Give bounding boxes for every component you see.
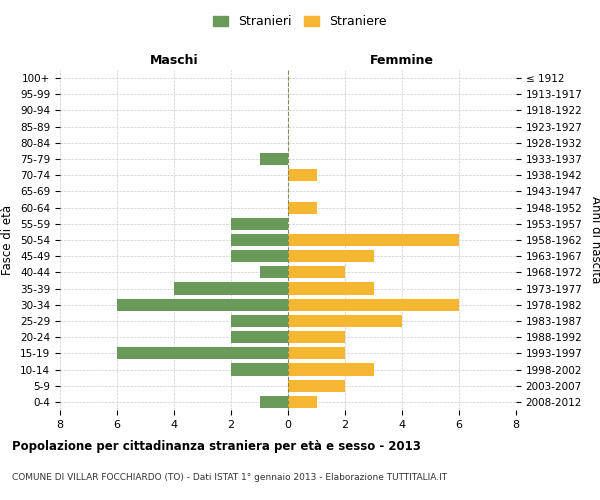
Bar <box>288 380 345 392</box>
Text: Maschi: Maschi <box>149 54 199 67</box>
Bar <box>117 348 288 360</box>
Y-axis label: Anni di nascita: Anni di nascita <box>589 196 600 284</box>
Bar <box>231 331 288 343</box>
Bar <box>231 218 288 230</box>
Bar <box>288 234 459 246</box>
Bar <box>288 364 373 376</box>
Bar <box>288 348 345 360</box>
Bar <box>288 266 345 278</box>
Bar <box>231 364 288 376</box>
Legend: Stranieri, Straniere: Stranieri, Straniere <box>209 11 391 32</box>
Bar <box>231 315 288 327</box>
Y-axis label: Fasce di età: Fasce di età <box>1 205 14 275</box>
Bar <box>288 282 373 294</box>
Bar <box>174 282 288 294</box>
Text: COMUNE DI VILLAR FOCCHIARDO (TO) - Dati ISTAT 1° gennaio 2013 - Elaborazione TUT: COMUNE DI VILLAR FOCCHIARDO (TO) - Dati … <box>12 473 447 482</box>
Bar <box>231 234 288 246</box>
Bar <box>288 250 373 262</box>
Bar <box>231 250 288 262</box>
Bar <box>288 169 317 181</box>
Bar <box>260 153 288 165</box>
Bar <box>288 315 402 327</box>
Text: Femmine: Femmine <box>370 54 434 67</box>
Bar <box>260 396 288 408</box>
Bar <box>117 298 288 311</box>
Bar <box>288 396 317 408</box>
Bar <box>260 266 288 278</box>
Bar <box>288 331 345 343</box>
Bar <box>288 202 317 213</box>
Bar <box>288 298 459 311</box>
Text: Popolazione per cittadinanza straniera per età e sesso - 2013: Popolazione per cittadinanza straniera p… <box>12 440 421 453</box>
